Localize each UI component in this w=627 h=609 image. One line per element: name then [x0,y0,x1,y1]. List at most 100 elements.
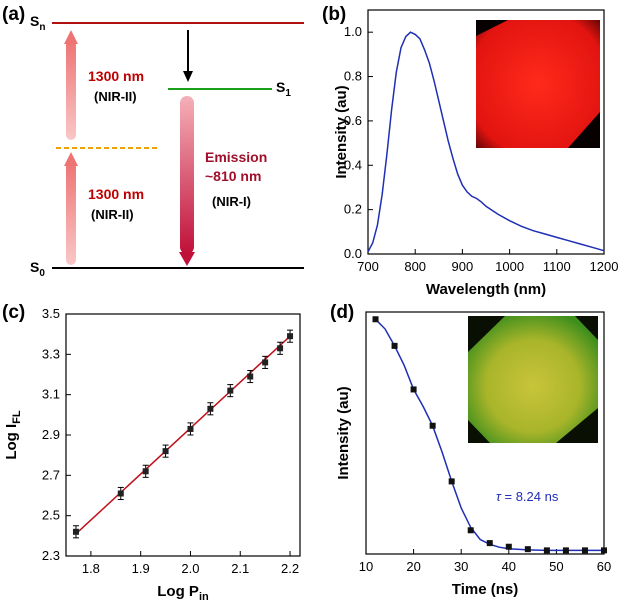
y-tick-label: 0.0 [344,246,362,261]
panel-b: (b) 700 800 900 1000 1100 1200 0.0 0.2 0.4 0.6 0.8… [322,4,618,298]
data-point [227,387,234,394]
y-tick-label: 0.4 [344,157,362,172]
emission-band-label: (NIR-I) [212,194,251,209]
data-point [247,373,254,380]
spectrum-line [367,31,605,253]
data-point [142,468,149,475]
data-point [581,547,588,554]
data-point [448,478,455,485]
panel-d-label: (d) [330,302,354,323]
y-tick-label: 1.0 [344,24,362,39]
x-tick-label: 10 [359,559,373,574]
y-tick-label: 2.9 [42,427,60,442]
y-axis-title-text: Intensity (au) [333,85,350,178]
x-tick-label: 1.8 [82,561,100,576]
y-axis-title: Intensity (au) [335,386,352,479]
x-tick-label: 20 [406,559,420,574]
red-micrograph-inset [476,20,600,148]
linear-fit-line [75,335,291,535]
data-point [562,547,569,554]
y-axis-title: Log IFL [3,410,23,460]
data-point [467,527,474,534]
x-tick-label: 900 [452,259,474,274]
y-tick-label: 2.7 [42,467,60,482]
x-tick-label: 800 [404,259,426,274]
x-axis-title: Time (ns) [452,581,518,598]
y-tick-label: 0.8 [344,69,362,84]
panel-c: (c) 1.8 1.9 2.0 2.1 2.2 2.3 2.5 2.7 2.9 3.1 3.3 3.5… [2,302,301,603]
emission-label: Emission [205,149,267,165]
data-point [207,405,214,412]
x-tick-label: 2.1 [231,561,249,576]
data-point [410,386,417,393]
y-tick-label: 3.3 [42,346,60,361]
panel-a-label: (a) [2,4,25,25]
emission-arrowhead [179,252,195,266]
emission-spectrum-chart: 700 800 900 1000 1100 1200 0.0 0.2 0.4 0.6 0.8 1.0 W… [333,9,618,298]
relaxation-arrowhead [183,71,193,82]
x-tick-label: 40 [502,559,516,574]
upper-band-label: (NIR-II) [94,89,137,104]
y-tick-label: 2.3 [42,548,60,563]
lifetime-decay-chart: 10 20 30 40 50 60 Time (ns) Intensity (au) [335,311,611,598]
green-particle-image [468,316,598,443]
y-tick-label: 3.5 [42,306,60,321]
x-tick-label: 60 [597,559,611,574]
data-point [162,448,169,455]
x-tick-label: 1100 [543,259,571,274]
x-tick-label: 700 [357,259,379,274]
data-point [372,316,379,323]
lifetime-annotation: τ = 8.24 ns [496,489,559,504]
lower-band-label: (NIR-II) [91,207,134,222]
y-tick-label: 3.1 [42,387,60,402]
y-axis-title-text: Intensity (au) [335,386,352,479]
plot-frame [367,9,605,255]
panel-c-label: (c) [2,302,25,323]
y-tick-label: 0.2 [344,202,362,217]
x-axis-title-text: Log P [157,583,199,600]
emission-wavelength: ~810 nm [205,168,261,184]
upper-excitation-label: 1300 nm [88,68,144,84]
red-particle-image [476,20,600,148]
decay-fit-line [374,318,604,552]
x-tick-label: 1000 [495,259,524,274]
data-point [262,359,269,366]
x-tick-label: 30 [454,559,468,574]
x-tick-label: 2.0 [181,561,199,576]
emission-arrow [180,96,194,254]
s1-label: S1 [276,79,291,99]
data-point [72,528,79,535]
y-axis-title: Intensity (au) [333,85,350,178]
x-axis-title-text: Wavelength (nm) [426,281,546,298]
data-point [543,547,550,554]
lower-excitation-arrowhead [64,152,78,166]
upper-excitation-arrow [66,40,76,140]
y-tick-label: 2.5 [42,508,60,523]
sn-label: Sn [30,13,45,33]
plot-frame [365,311,605,555]
x-axis-title-text: Time (ns) [452,581,518,598]
y-axis-title-text: Log I [3,424,20,460]
lower-excitation-label: 1300 nm [88,186,144,202]
data-point [277,345,284,352]
x-tick-label: 1.9 [132,561,150,576]
data-point [524,546,531,553]
lower-excitation-arrow [66,162,76,265]
data-point [505,543,512,550]
data-point [187,425,194,432]
panel-a: (a) Sn S1 S0 1300 nm (NIR-II) 1300 nm (N… [2,4,304,279]
data-point [429,422,436,429]
power-dependence-chart: 1.8 1.9 2.0 2.1 2.2 2.3 2.5 2.7 2.9 3.1 3.3 3.5 Log … [3,306,301,603]
x-axis-title: Log Pin [157,583,209,603]
data-point [601,547,607,554]
data-point [486,540,493,547]
x-axis-title-sub: in [199,591,209,603]
data-point [117,490,124,497]
data-point [391,342,398,349]
upper-excitation-arrowhead [64,30,78,44]
x-axis-title: Wavelength (nm) [426,281,546,298]
data-point [287,333,294,340]
y-tick-label: 0.6 [344,113,362,128]
